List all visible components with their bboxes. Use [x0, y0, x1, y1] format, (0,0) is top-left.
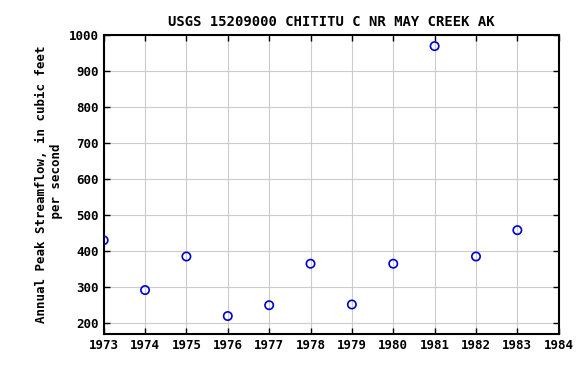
Point [223, 313, 232, 319]
Point [264, 302, 274, 308]
Point [99, 237, 108, 243]
Point [471, 253, 480, 260]
Point [389, 261, 398, 267]
Point [347, 301, 357, 308]
Title: USGS 15209000 CHITITU C NR MAY CREEK AK: USGS 15209000 CHITITU C NR MAY CREEK AK [168, 15, 495, 29]
Point [182, 253, 191, 260]
Point [430, 43, 439, 49]
Point [513, 227, 522, 233]
Point [141, 287, 150, 293]
Point [306, 261, 315, 267]
Y-axis label: Annual Peak Streamflow, in cubic feet
 per second: Annual Peak Streamflow, in cubic feet pe… [35, 46, 63, 323]
